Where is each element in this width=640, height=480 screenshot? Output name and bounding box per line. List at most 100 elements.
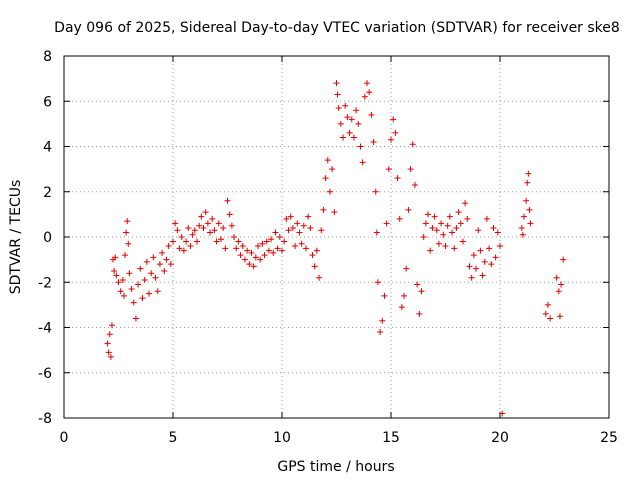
- y-tick-label: -6: [38, 366, 52, 382]
- data-point: [364, 80, 371, 87]
- x-tick-label: 25: [600, 430, 618, 446]
- data-point: [105, 349, 112, 356]
- data-point: [196, 222, 203, 229]
- data-points: [104, 80, 567, 417]
- x-tick-label: 0: [60, 430, 69, 446]
- data-point: [222, 245, 229, 252]
- data-point: [396, 215, 403, 222]
- data-point: [125, 240, 132, 247]
- data-point: [252, 254, 259, 261]
- data-point: [322, 175, 329, 182]
- data-point: [154, 288, 161, 295]
- data-point: [313, 247, 320, 254]
- data-point: [115, 279, 122, 286]
- data-point: [178, 234, 185, 240]
- data-point: [418, 288, 425, 295]
- data-point: [135, 281, 142, 288]
- data-point: [438, 220, 445, 227]
- data-point: [473, 265, 480, 272]
- data-point: [449, 229, 456, 236]
- data-point: [213, 238, 220, 245]
- y-axis-label: SDTVAR / TECUs: [8, 180, 24, 295]
- y-tick-label: -2: [38, 275, 52, 291]
- data-point: [416, 310, 423, 317]
- data-point: [420, 234, 427, 240]
- data-point: [198, 213, 205, 220]
- data-point: [237, 252, 244, 259]
- data-point: [270, 249, 277, 256]
- data-point: [246, 261, 253, 268]
- y-tick-label: 6: [43, 94, 52, 110]
- data-point: [435, 240, 442, 247]
- data-point: [189, 231, 196, 238]
- data-point: [374, 279, 381, 286]
- data-point: [547, 315, 554, 322]
- data-point: [372, 188, 379, 195]
- data-point: [429, 224, 436, 231]
- data-point: [117, 288, 124, 295]
- data-point: [307, 224, 314, 231]
- data-point: [427, 247, 434, 254]
- data-point: [329, 166, 336, 173]
- data-point: [442, 243, 449, 250]
- data-point: [520, 213, 527, 220]
- data-point: [113, 272, 120, 279]
- data-point: [248, 249, 255, 256]
- data-point: [398, 304, 405, 311]
- data-point: [346, 129, 353, 136]
- data-point: [233, 245, 240, 252]
- data-point: [524, 179, 531, 186]
- data-point: [353, 107, 360, 114]
- data-point: [459, 238, 466, 245]
- data-point: [130, 299, 137, 306]
- data-point: [370, 138, 377, 145]
- data-point: [483, 215, 490, 222]
- data-point: [464, 215, 471, 222]
- data-point: [407, 166, 414, 173]
- data-point: [126, 270, 133, 277]
- data-point: [296, 229, 303, 236]
- data-point: [193, 238, 200, 245]
- data-point: [241, 256, 248, 263]
- data-point: [220, 224, 227, 231]
- data-point: [165, 243, 172, 250]
- data-point: [263, 238, 270, 245]
- data-point: [340, 134, 347, 141]
- data-point: [453, 224, 460, 231]
- data-point: [226, 211, 233, 218]
- data-point: [499, 410, 506, 417]
- data-point: [379, 317, 386, 324]
- data-point: [525, 170, 532, 177]
- data-point: [553, 274, 560, 281]
- data-point: [318, 227, 325, 234]
- data-point: [401, 292, 408, 299]
- data-point: [187, 243, 194, 250]
- data-point: [481, 258, 488, 265]
- data-point: [381, 292, 388, 299]
- data-point: [132, 315, 139, 322]
- data-point: [440, 231, 447, 238]
- data-point: [163, 256, 170, 263]
- data-point: [311, 263, 318, 270]
- data-point: [348, 116, 355, 123]
- data-point: [558, 281, 565, 288]
- data-point: [239, 243, 246, 250]
- data-point: [455, 209, 462, 216]
- data-point: [556, 313, 563, 320]
- data-point: [342, 102, 349, 109]
- data-point: [104, 340, 111, 347]
- data-point: [560, 256, 567, 263]
- data-point: [122, 252, 129, 259]
- data-point: [527, 220, 534, 227]
- data-point: [255, 243, 262, 250]
- x-axis-label: GPS time / hours: [277, 459, 394, 475]
- data-point: [433, 227, 440, 234]
- data-point: [289, 224, 296, 231]
- data-point: [176, 245, 183, 252]
- data-point: [526, 206, 533, 213]
- data-point: [337, 120, 344, 127]
- data-point: [446, 213, 453, 220]
- data-point: [316, 274, 323, 281]
- data-point: [174, 227, 181, 234]
